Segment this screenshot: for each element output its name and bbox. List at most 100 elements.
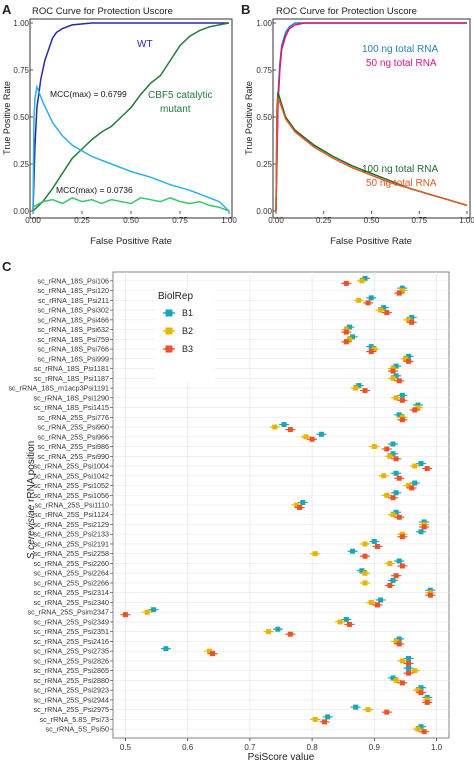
- point-b2: [406, 483, 412, 489]
- point-b2: [402, 356, 408, 362]
- point-b2: [406, 317, 412, 323]
- category-label: sc_rRNA_25S_Psi2865: [33, 666, 109, 675]
- category-label: sc_rRNA_18S_Psi1290: [33, 393, 109, 402]
- panel-b-xtick-label: 1.00: [459, 216, 474, 225]
- category-label: sc_rRNA_18S_Psi759: [37, 335, 109, 344]
- panel-b-ylabel: True Positive Rate: [244, 81, 254, 155]
- point-b1: [406, 353, 412, 359]
- point-b3: [399, 417, 405, 423]
- point-b2: [387, 560, 393, 566]
- panel-a-letter: A: [2, 2, 12, 17]
- point-b1: [406, 665, 412, 671]
- category-label: sc_rRNA_25S_Psi2314: [33, 588, 109, 597]
- point-b1: [275, 626, 281, 632]
- point-b3: [396, 514, 402, 520]
- point-b1: [396, 412, 402, 418]
- panel-b-ytick-label: 0.50: [256, 113, 272, 122]
- point-b3: [393, 573, 399, 579]
- point-b1: [381, 305, 387, 311]
- category-label: sc_rRNA_25S_Psi2129: [33, 520, 109, 529]
- point-b2: [312, 551, 318, 557]
- category-label: sc_rRNA_25S_Psi2191: [33, 539, 109, 548]
- panel-c-xtick-label: 0.7: [244, 743, 256, 752]
- panel-b-ytick-label: 0.75: [256, 66, 272, 75]
- category-label: sc_rRNA_18S_Psi302: [37, 306, 109, 315]
- point-b3: [343, 339, 349, 345]
- panel-b-annotation-100ng-mcc: 100 ng total RNA: [362, 164, 438, 175]
- point-b2: [399, 658, 405, 664]
- point-b3: [412, 407, 418, 413]
- point-b2: [272, 424, 278, 430]
- category-label: sc_rRNA_25S_Psi1124: [34, 510, 109, 519]
- category-label: sc_rRNA_5.8S_Psi73: [39, 715, 109, 724]
- point-b2: [312, 716, 318, 722]
- point-b3: [384, 709, 390, 715]
- panel-b-annotation-100ng-roc: 100 ng total RNA: [362, 44, 438, 55]
- point-b2: [415, 405, 421, 411]
- point-b1: [378, 597, 384, 603]
- point-b3: [399, 534, 405, 540]
- point-b2: [412, 668, 418, 674]
- panel-a-xtick-label: 0.00: [25, 216, 41, 225]
- category-label: sc_rRNA_25S_Psi2351: [33, 627, 109, 636]
- panel-c-legend: BiolRep B1 B2 B3: [155, 286, 215, 382]
- point-b3: [374, 543, 380, 549]
- panel-a-xtick-label: 0.75: [172, 216, 188, 225]
- point-b2: [362, 541, 368, 547]
- point-b2: [371, 444, 377, 450]
- panel-a-annotation-mcc-cbf5: MCC(max) = 0.0736: [56, 185, 133, 195]
- panel-a-plot-area: [29, 18, 233, 219]
- point-b2: [393, 638, 399, 644]
- panel-a-line-wt: [32, 22, 229, 212]
- point-b1: [396, 558, 402, 564]
- point-b2: [365, 707, 371, 713]
- panel-c-ylabel: S.cerevisiae rRNA position: [26, 441, 37, 559]
- category-label: sc_rRNA_18S_m1acp3Psi1191: [8, 384, 109, 393]
- point-b1: [390, 577, 396, 583]
- category-label: sc_rRNA_18S_Psi211: [38, 296, 109, 305]
- point-b2: [303, 434, 309, 440]
- panel-b-ytick-label: 1.00: [256, 19, 272, 28]
- point-b3: [409, 485, 415, 491]
- category-label: sc_rRNA_25S_Psi776: [37, 413, 109, 422]
- category-label: sc_rRNA_25S_Psi1052: [33, 481, 109, 490]
- category-label: sc_rRNA_18S_Psi120: [37, 286, 109, 295]
- point-b1: [399, 392, 405, 398]
- category-label: sc_rRNA_25S_Psi2944: [33, 695, 109, 704]
- panel-c-xtick-label: 1.0: [431, 743, 443, 752]
- panel-c-letter: C: [2, 259, 12, 274]
- panel-c-ylabel-species: S.cerevisiae: [26, 504, 37, 559]
- legend-title: BiolRep: [158, 291, 193, 302]
- point-b2: [359, 278, 365, 284]
- panel-a-annotation-cbf5-line2: mutant: [160, 104, 191, 115]
- point-b2: [266, 629, 272, 635]
- point-b2: [368, 599, 374, 605]
- point-b2: [384, 492, 390, 498]
- category-label: sc_rRNA_18S_Psi1181: [34, 364, 109, 373]
- point-b3: [399, 397, 405, 403]
- category-label: sc_rRNA_25S_Psi2260: [33, 559, 109, 568]
- point-b3: [384, 310, 390, 316]
- point-b2: [294, 502, 300, 508]
- point-b1: [393, 509, 399, 515]
- point-b1: [163, 646, 169, 652]
- category-label: sc_rRNA_25S_Psi2416: [33, 637, 109, 646]
- point-b3: [387, 582, 393, 588]
- point-b1: [393, 373, 399, 379]
- point-b1: [359, 568, 365, 574]
- legend-background: [155, 286, 215, 382]
- category-label: sc_rRNA_18S_Psi106: [37, 276, 109, 285]
- point-b3: [390, 368, 396, 374]
- panel-a-series: [32, 22, 230, 212]
- point-b2: [144, 609, 150, 615]
- panel-c-xlabel: PsiScore value: [248, 752, 315, 763]
- panel-a-annotation-cbf5: CBF5 catalytic: [148, 90, 212, 101]
- category-label: sc_rRNA_5S_Psi50: [45, 725, 109, 734]
- point-b1: [396, 636, 402, 642]
- point-b2: [381, 473, 387, 479]
- point-b3: [396, 641, 402, 647]
- panel-a: A ROC Curve for Protection Uscore 0.000.…: [2, 2, 237, 247]
- point-b3: [297, 505, 303, 510]
- category-label: sc_rRNA_25S_Psi1056: [33, 491, 109, 500]
